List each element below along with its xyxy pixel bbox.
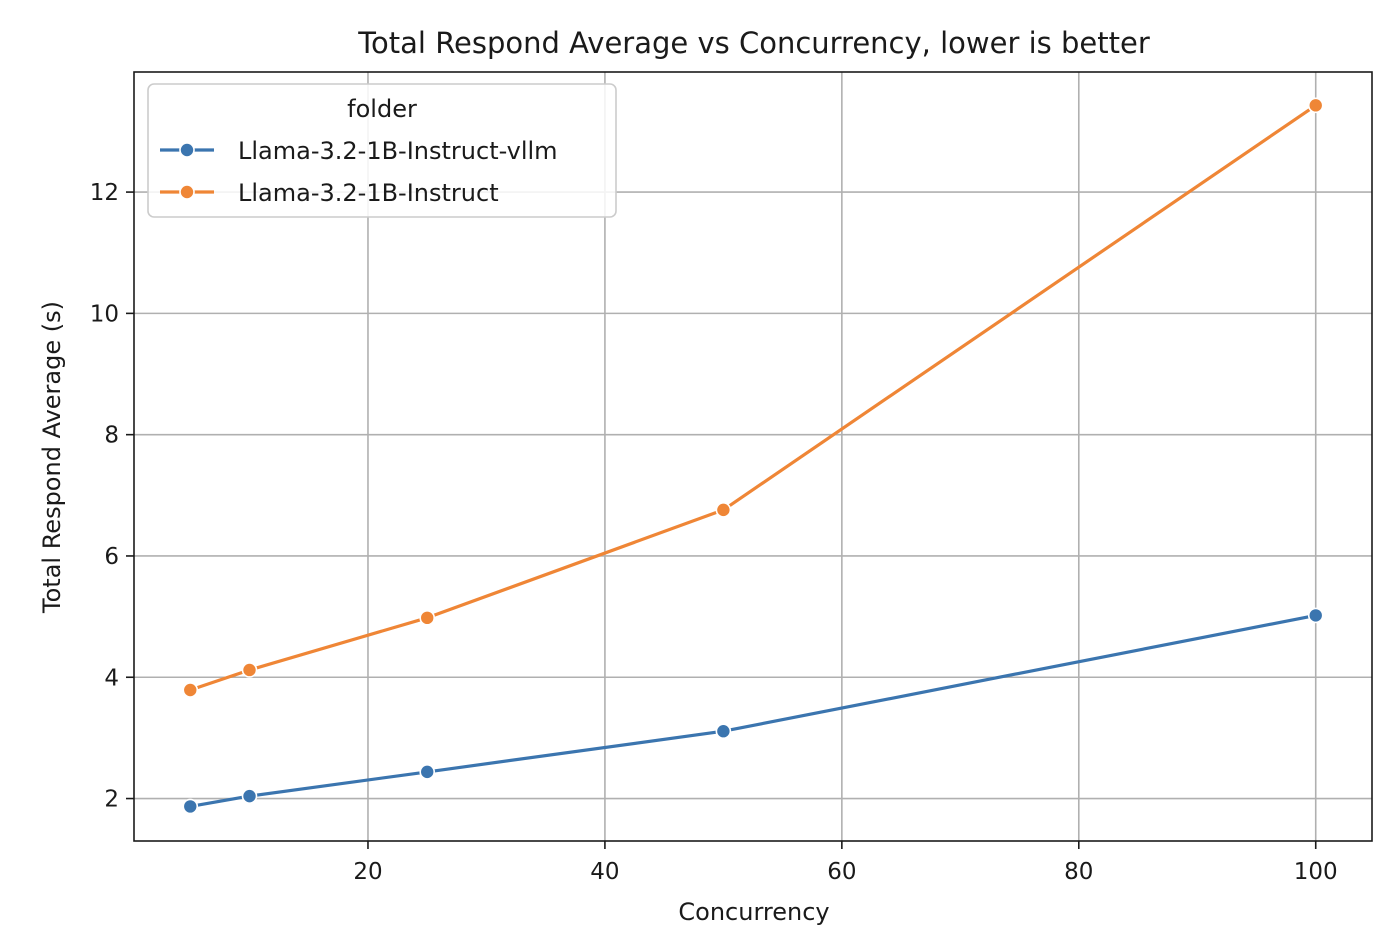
- plot-series: [182, 97, 1324, 815]
- x-tick-label: 40: [590, 859, 619, 885]
- x-tick-label: 60: [827, 859, 856, 885]
- y-axis-ticks: 2 4 6 8 10 12: [90, 180, 134, 813]
- y-tick-label: 2: [104, 787, 119, 813]
- x-tick-label: 80: [1064, 859, 1093, 885]
- legend-title: folder: [347, 95, 417, 123]
- chart-title: Total Respond Average vs Concurrency, lo…: [357, 26, 1150, 60]
- legend-marker: [179, 142, 195, 158]
- legend-marker: [179, 184, 195, 200]
- y-tick-label: 4: [104, 665, 119, 691]
- series-group: [182, 97, 1324, 698]
- legend: folder Llama-3.2-1B-Instruct-vllmLlama-3…: [147, 83, 617, 218]
- data-point: [241, 662, 258, 678]
- plot-frame: [133, 71, 1373, 842]
- series-line: [188, 613, 1318, 809]
- legend-entries: Llama-3.2-1B-Instruct-vllm Llama-3.2-1B-I…: [160, 137, 558, 207]
- y-tick-label: 6: [104, 544, 119, 570]
- data-point: [419, 764, 436, 780]
- data-point: [1307, 97, 1324, 114]
- data-point: [241, 788, 258, 804]
- data-point: [419, 610, 436, 626]
- legend-box: [147, 83, 617, 218]
- data-point: [715, 723, 732, 740]
- data-point: [1307, 607, 1324, 624]
- data-point: [182, 798, 199, 815]
- x-axis-ticks: 20 40 60 80 100: [353, 841, 1338, 885]
- legend-label: Llama-3.2-1B-Instruct: [238, 179, 499, 207]
- data-point: [715, 502, 732, 518]
- data-point: [182, 682, 199, 698]
- x-tick-label: 20: [353, 859, 382, 885]
- y-tick-label: 8: [104, 423, 119, 449]
- x-axis-label: Concurrency: [678, 898, 829, 926]
- y-tick-label: 12: [90, 180, 119, 206]
- legend-label: Llama-3.2-1B-Instruct-vllm: [238, 137, 558, 165]
- series-group: [182, 607, 1324, 815]
- x-tick-label: 100: [1294, 859, 1338, 885]
- y-axis-label: Total Respond Average (s): [38, 301, 66, 614]
- y-tick-label: 10: [90, 301, 119, 327]
